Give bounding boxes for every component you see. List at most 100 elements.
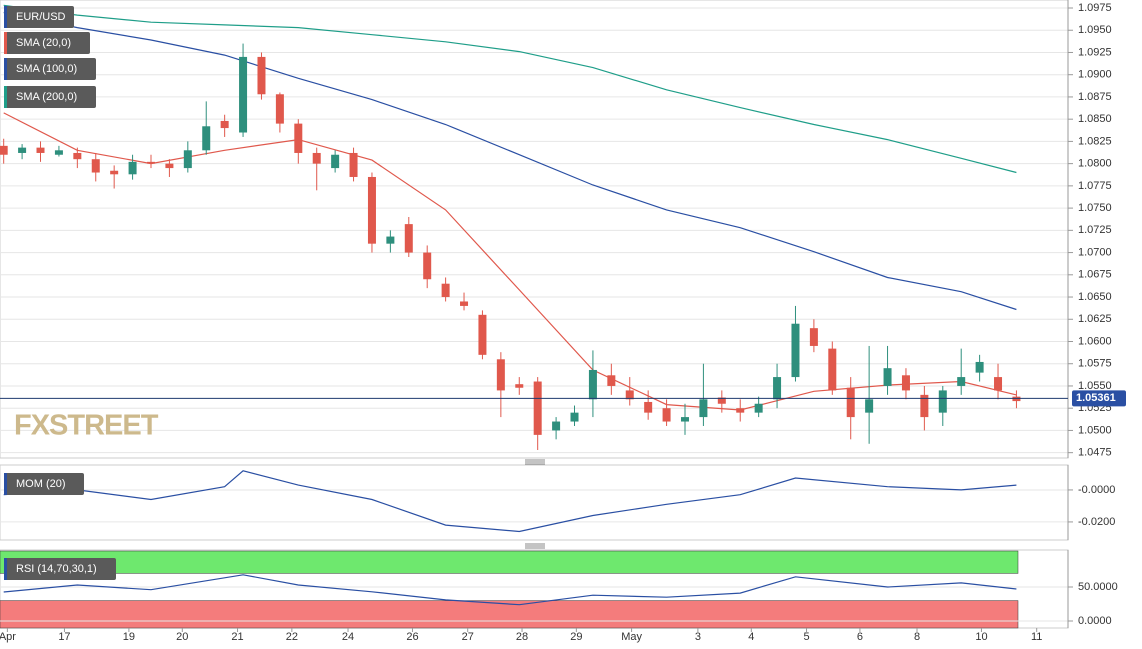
legend-label: EUR/USD [16,11,66,23]
legend-label: SMA (200,0) [16,91,77,103]
y-tick-label: 0.0000 [1078,615,1112,627]
x-tick-label: 5 [803,631,809,643]
line [3,112,1017,411]
candle-body [404,224,413,253]
y-tick-label: 1.0700 [1078,246,1112,258]
x-tick-label: 29 [570,631,582,643]
candle-body [515,384,524,388]
candle-body [202,126,211,151]
y-tick-label: 1.0750 [1078,202,1112,214]
x-tick-label: 6 [857,631,863,643]
candle-body [736,408,745,413]
last-price-box [1072,390,1126,407]
x-tick-label: 11 [1031,631,1042,643]
legend-swatch [4,558,7,580]
candle-body [644,401,653,413]
y-tick-label: -0.0000 [1078,484,1115,496]
candle-body [183,150,192,169]
legend-swatch [4,6,7,28]
y-tick-label: 1.0775 [1078,180,1112,192]
overbought-band [0,550,1019,574]
y-tick-label: 1.0850 [1078,113,1112,125]
y-tick-label: 1.0500 [1078,424,1112,436]
candle-body [975,361,984,373]
x-tick-label: May [621,631,642,643]
candle-body [423,252,432,280]
candle-body [275,94,284,124]
candle-body [883,368,892,386]
legend-label: RSI (14,70,30,1) [16,563,97,575]
candle-body [662,408,671,422]
y-tick-label: 1.0675 [1078,269,1112,281]
y-tick-label: 1.0650 [1078,291,1112,303]
last-price-label: 1.05361 [1076,392,1116,404]
x-tick-label: 22 [286,631,298,643]
y-tick-label: 1.0475 [1078,447,1112,459]
candle-body [846,387,855,418]
x-tick-label: 10 [975,631,987,643]
y-tick-label: 1.0575 [1078,358,1112,370]
candle-body [36,147,45,153]
y-tick-label: 1.0950 [1078,24,1112,36]
candle-body [773,377,782,400]
candle-body [699,399,708,418]
legend-box [4,558,116,580]
x-tick-label: 24 [342,631,354,643]
candle-body [625,390,634,400]
candle-body [73,152,82,160]
candle-body [478,314,487,355]
candle-body [220,120,229,129]
candle-body [331,154,340,169]
candle-body [239,56,248,133]
candle-body [1012,396,1021,402]
candle-body [533,381,542,435]
candle-body [257,56,266,95]
legend-swatch [4,58,7,80]
candle-body [680,417,689,422]
candle-body [367,176,376,244]
y-tick-label: 1.0925 [1078,46,1112,58]
y-tick-label: 1.0800 [1078,158,1112,170]
candle-body [901,375,910,391]
candle-body [754,403,763,413]
legend-swatch [4,32,7,54]
x-tick-label: 17 [58,631,70,643]
line [3,574,1017,606]
y-tick-label: 1.0825 [1078,135,1112,147]
candle-body [791,323,800,378]
legend-box [4,6,74,28]
y-tick-label: 50.0000 [1078,581,1118,593]
y-tick-label: 1.0600 [1078,335,1112,347]
candle-body [496,359,505,391]
candle-body [386,236,395,244]
x-tick-label: 3 [695,631,701,643]
x-tick-label: 27 [462,631,474,643]
candle-body [828,348,837,391]
watermark: FXSTREET [14,410,159,442]
legend-label: MOM (20) [16,478,66,490]
y-tick-label: 1.0550 [1078,380,1112,392]
y-tick-label: 1.0725 [1078,224,1112,236]
candle-body [865,399,874,413]
candle-body [809,328,818,346]
candle-body [146,161,155,164]
y-tick-label: 1.0975 [1078,2,1112,14]
x-tick-label: 26 [406,631,418,643]
candle-body [920,394,929,418]
y-tick-label: 1.0900 [1078,69,1112,81]
candle-body [110,170,119,175]
y-tick-label: -0.0200 [1078,516,1115,528]
x-tick-label: 4 [748,631,754,643]
oversold-band [0,600,1019,629]
candle-body [349,152,358,177]
candle-body [607,375,616,386]
x-tick-label: 8 [914,631,920,643]
legend-box [4,58,96,80]
legend-box [4,473,84,495]
x-tick-label: 28 [516,631,528,643]
legend-swatch [4,86,7,108]
x-tick-label: Apr [0,631,16,643]
candle-body [994,377,1003,391]
x-tick-label: 21 [231,631,243,643]
